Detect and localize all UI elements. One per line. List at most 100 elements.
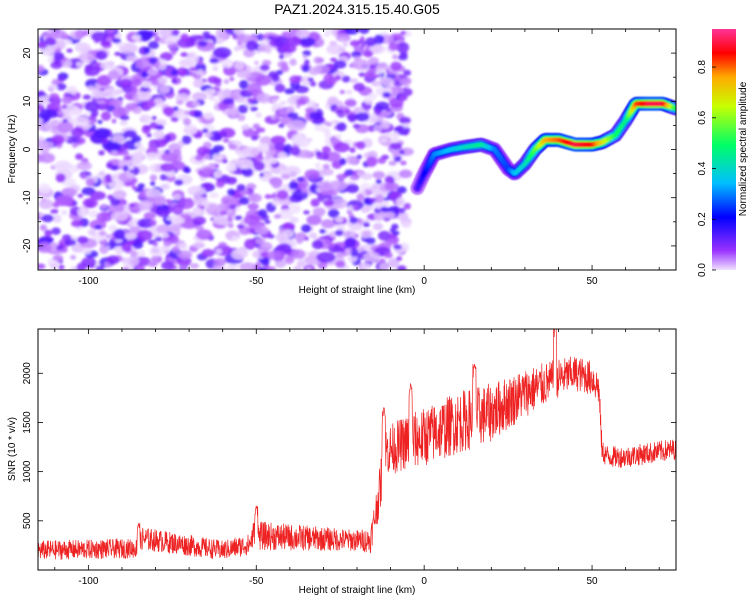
y-tick-label: -20 bbox=[22, 238, 33, 253]
noise-blob bbox=[384, 132, 392, 138]
noise-blob bbox=[315, 152, 330, 160]
noise-blob bbox=[390, 136, 400, 143]
noise-blob bbox=[334, 216, 344, 223]
noise-blob bbox=[49, 241, 59, 252]
noise-blob bbox=[82, 29, 90, 36]
noise-blob bbox=[107, 203, 125, 214]
noise-blob bbox=[48, 84, 58, 91]
x-tick-label: 50 bbox=[586, 576, 598, 587]
noise-blob bbox=[372, 222, 384, 231]
noise-blob bbox=[134, 141, 143, 148]
noise-blob bbox=[187, 185, 206, 196]
noise-blob bbox=[239, 196, 250, 205]
noise-blob bbox=[192, 195, 204, 206]
noise-blob bbox=[273, 95, 280, 100]
noise-blob bbox=[349, 40, 361, 47]
noise-blob bbox=[219, 210, 228, 216]
noise-blob bbox=[44, 229, 53, 238]
noise-blob bbox=[384, 175, 395, 185]
noise-blob bbox=[123, 130, 137, 138]
noise-blob bbox=[233, 61, 245, 70]
noise-blob bbox=[377, 211, 387, 220]
noise-blob bbox=[310, 198, 320, 207]
noise-blob bbox=[38, 122, 47, 131]
noise-blob bbox=[355, 112, 370, 122]
y-tick-label: 20 bbox=[22, 47, 33, 59]
noise-blob bbox=[61, 95, 73, 105]
noise-blob bbox=[237, 224, 244, 229]
y-tick-label: 0 bbox=[22, 146, 33, 152]
y-tick-label: 2000 bbox=[22, 362, 33, 385]
noise-blob bbox=[323, 199, 335, 207]
noise-blob bbox=[164, 220, 172, 226]
noise-blob bbox=[351, 58, 370, 70]
noise-blob bbox=[402, 123, 410, 128]
noise-blob bbox=[314, 162, 321, 169]
noise-blob bbox=[91, 89, 105, 99]
noise-blob bbox=[166, 40, 175, 45]
chart-title: PAZ1.2024.315.15.40.G05 bbox=[274, 1, 440, 17]
noise-blob bbox=[304, 236, 309, 241]
noise-blob bbox=[324, 151, 341, 162]
noise-blob bbox=[97, 119, 103, 124]
noise-blob bbox=[149, 246, 166, 257]
noise-blob bbox=[368, 57, 380, 66]
noise-blob bbox=[278, 54, 285, 60]
noise-blob bbox=[55, 245, 64, 251]
noise-blob bbox=[71, 116, 90, 127]
noise-blob bbox=[139, 114, 153, 124]
noise-blob bbox=[145, 152, 159, 161]
noise-blob bbox=[202, 167, 214, 175]
noise-blob bbox=[125, 104, 133, 110]
noise-blob bbox=[276, 189, 289, 200]
noise-blob bbox=[396, 265, 407, 270]
noise-blob bbox=[130, 250, 138, 258]
noise-blob bbox=[390, 61, 402, 71]
noise-blob bbox=[384, 211, 396, 219]
noise-blob bbox=[223, 78, 230, 85]
noise-blob bbox=[38, 95, 52, 106]
noise-blob bbox=[288, 181, 299, 190]
noise-blob bbox=[121, 242, 132, 252]
noise-blob bbox=[52, 254, 64, 262]
noise-blob bbox=[339, 89, 346, 95]
noise-blob bbox=[98, 230, 107, 237]
noise-blob bbox=[57, 194, 74, 206]
noise-blob bbox=[279, 100, 287, 106]
noise-blob bbox=[228, 143, 238, 150]
noise-blob bbox=[132, 241, 144, 250]
noise-blob bbox=[130, 85, 138, 90]
noise-blob bbox=[293, 265, 302, 270]
noise-blob bbox=[236, 158, 254, 170]
noise-blob bbox=[395, 197, 406, 207]
noise-blob bbox=[344, 99, 357, 107]
noise-blob bbox=[276, 69, 284, 76]
noise-blob bbox=[84, 101, 100, 112]
noise-blob bbox=[57, 75, 66, 82]
noise-blob bbox=[339, 157, 347, 166]
noise-blob bbox=[393, 75, 401, 81]
noise-blob bbox=[148, 57, 158, 65]
noise-blob bbox=[260, 257, 270, 267]
noise-blob bbox=[371, 80, 382, 87]
noise-blob bbox=[322, 145, 331, 154]
noise-blob bbox=[39, 224, 47, 231]
noise-blob bbox=[256, 142, 270, 153]
noise-blob bbox=[335, 109, 344, 114]
x-tick-label: 0 bbox=[421, 276, 427, 287]
noise-blob bbox=[56, 121, 74, 133]
y-tick-label: 500 bbox=[22, 512, 33, 529]
noise-blob bbox=[212, 47, 232, 59]
noise-blob bbox=[322, 163, 330, 170]
noise-blob bbox=[169, 161, 186, 171]
noise-blob bbox=[137, 218, 155, 229]
noise-blob bbox=[77, 193, 84, 198]
noise-blob bbox=[208, 94, 215, 101]
noise-blob bbox=[165, 199, 172, 204]
noise-blob bbox=[187, 51, 198, 59]
noise-blob bbox=[64, 39, 73, 45]
noise-blob bbox=[100, 111, 112, 121]
noise-blob bbox=[100, 40, 111, 47]
noise-blob bbox=[136, 266, 146, 270]
